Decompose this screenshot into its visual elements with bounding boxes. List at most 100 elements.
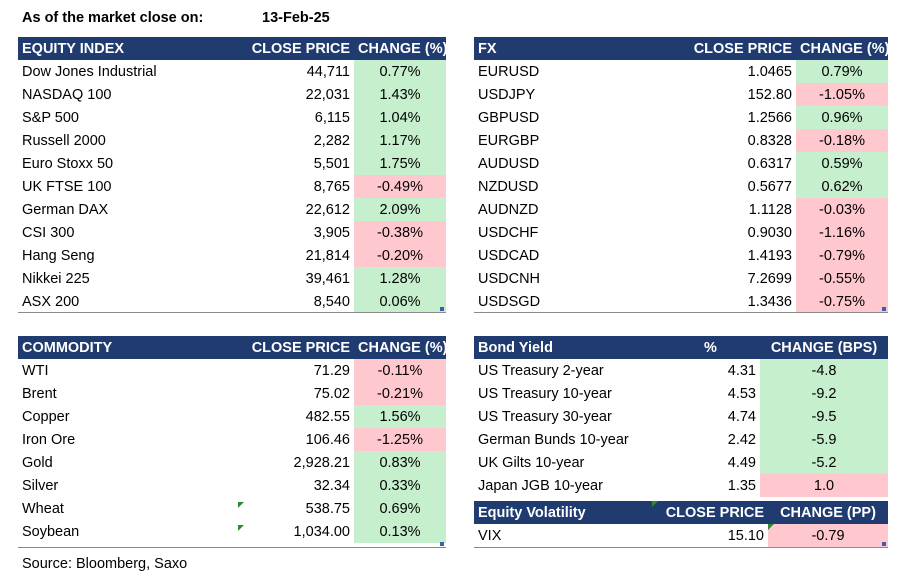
equity-change-cell: 1.04% <box>354 106 446 129</box>
commodity-name-cell: Gold <box>22 454 53 471</box>
table-row: German DAX 22,612 2.09% <box>18 198 446 221</box>
equity-change-cell: 2.09% <box>354 198 446 221</box>
fx-change-cell: -0.79% <box>796 244 888 267</box>
fx-change-cell: -0.75% <box>796 290 888 313</box>
bond-body: US Treasury 2-year 4.31 -4.8 US Treasury 10… <box>474 359 888 497</box>
table-row: UK FTSE 100 8,765 -0.49% <box>18 175 446 198</box>
commodity-change-cell: -0.11% <box>354 359 446 382</box>
equity-table: EQUITY INDEX CLOSE PRICE CHANGE (%) Dow … <box>18 37 446 313</box>
equity-change-cell: 1.75% <box>354 152 446 175</box>
volatility-col-change: CHANGE (PP) <box>768 501 888 524</box>
commodity-col-name: COMMODITY <box>18 336 236 359</box>
fx-close-cell: 1.1128 <box>748 201 792 218</box>
bond-name-cell: US Treasury 10-year <box>478 385 612 402</box>
bond-col-change: CHANGE (BPS) <box>760 336 888 359</box>
commodity-change-cell: 1.56% <box>354 405 446 428</box>
commodity-table: COMMODITY CLOSE PRICE CHANGE (%) WTI 71.2… <box>18 336 446 543</box>
bond-name-cell: US Treasury 30-year <box>478 408 612 425</box>
fx-name-cell: AUDNZD <box>478 201 539 218</box>
fx-col-close: CLOSE PRICE <box>678 37 796 60</box>
table-row: GBPUSD 1.2566 0.96% <box>474 106 888 129</box>
fx-col-change: CHANGE (%) <box>796 37 888 60</box>
as-of-label: As of the market close on: <box>22 10 204 26</box>
fx-change-cell: 0.59% <box>796 152 888 175</box>
equity-name-cell: Euro Stoxx 50 <box>22 155 114 172</box>
bond-change-cell: -9.5 <box>760 405 888 428</box>
bond-close-cell: 4.74 <box>727 408 756 425</box>
commodity-name-cell: Iron Ore <box>22 431 76 448</box>
equity-change-cell: 1.17% <box>354 129 446 152</box>
equity-body: Dow Jones Industrial 44,711 0.77% NASDAQ 10… <box>18 60 446 313</box>
bond-name-cell: German Bunds 10-year <box>478 431 629 448</box>
bond-change-cell: -9.2 <box>760 382 888 405</box>
equity-close-cell: 22,031 <box>305 86 350 103</box>
comment-marker-icon <box>768 524 774 530</box>
table-row: USDCAD 1.4193 -0.79% <box>474 244 888 267</box>
fx-name-cell: EURGBP <box>478 132 540 149</box>
fx-col-name: FX <box>474 37 678 60</box>
table-row: UK Gilts 10-year 4.49 -5.2 <box>474 451 888 474</box>
fx-name-cell: GBPUSD <box>478 109 540 126</box>
equity-name-cell: Russell 2000 <box>22 132 106 149</box>
comment-marker-icon <box>238 502 244 508</box>
fx-change-cell: -1.05% <box>796 83 888 106</box>
bond-name-cell: UK Gilts 10-year <box>478 454 585 471</box>
volatility-col-close: CLOSE PRICE <box>654 501 768 524</box>
table-row: EURGBP 0.8328 -0.18% <box>474 129 888 152</box>
commodity-name-cell: Brent <box>22 385 57 402</box>
volatility-close-cell: 15.10 <box>727 527 764 544</box>
commodity-close-cell: 106.46 <box>305 431 350 448</box>
volatility-col-name: Equity Volatility <box>474 501 654 524</box>
commodity-body: WTI 71.29 -0.11% Brent 75.02 -0.21% Copper 482.… <box>18 359 446 543</box>
commodity-name-cell: Silver <box>22 477 59 494</box>
bond-close-cell: 4.31 <box>727 362 756 379</box>
commodity-col-close: CLOSE PRICE <box>236 336 354 359</box>
table-row: USDCNH 7.2699 -0.55% <box>474 267 888 290</box>
cell-corner-icon <box>440 307 444 311</box>
commodity-change-cell: -0.21% <box>354 382 446 405</box>
fx-table: FX CLOSE PRICE CHANGE (%) EURUSD 1.0465 0.… <box>474 37 888 313</box>
equity-name-cell: S&P 500 <box>22 109 79 126</box>
fx-change-cell: -1.16% <box>796 221 888 244</box>
fx-name-cell: USDCNH <box>478 270 541 287</box>
volatility-change-cell: -0.79 <box>768 524 888 547</box>
commodity-close-cell: 1,034.00 <box>293 523 350 540</box>
table-row: Dow Jones Industrial 44,711 0.77% <box>18 60 446 83</box>
fx-change-cell: 0.62% <box>796 175 888 198</box>
table-row: VIX 15.10 -0.79 <box>474 524 888 547</box>
equity-name-cell: Nikkei 225 <box>22 270 90 287</box>
equity-col-name: EQUITY INDEX <box>18 37 236 60</box>
table-row: USDJPY 152.80 -1.05% <box>474 83 888 106</box>
equity-close-cell: 21,814 <box>305 247 350 264</box>
equity-change-cell: -0.20% <box>354 244 446 267</box>
bond-name-cell: Japan JGB 10-year <box>478 477 603 494</box>
bond-change-cell: -4.8 <box>760 359 888 382</box>
fx-close-cell: 1.4193 <box>747 247 792 264</box>
commodity-name-cell: WTI <box>22 362 49 379</box>
equity-change-cell: 1.43% <box>354 83 446 106</box>
commodity-col-change: CHANGE (%) <box>354 336 446 359</box>
table-row: US Treasury 2-year 4.31 -4.8 <box>474 359 888 382</box>
table-row: Copper 482.55 1.56% <box>18 405 446 428</box>
commodity-name-cell: Wheat <box>22 500 64 517</box>
commodity-close-cell: 32.34 <box>313 477 350 494</box>
table-row: US Treasury 10-year 4.53 -9.2 <box>474 382 888 405</box>
volatility-header-row: Equity Volatility CLOSE PRICE CHANGE (PP… <box>474 501 888 524</box>
table-row: Gold 2,928.21 0.83% <box>18 451 446 474</box>
fx-name-cell: USDJPY <box>478 86 536 103</box>
equity-name-cell: NASDAQ 100 <box>22 86 112 103</box>
equity-col-change: CHANGE (%) <box>354 37 446 60</box>
commodity-header-row: COMMODITY CLOSE PRICE CHANGE (%) <box>18 336 446 359</box>
table-row: AUDNZD 1.1128 -0.03% <box>474 198 888 221</box>
table-row: Silver 32.34 0.33% <box>18 474 446 497</box>
commodity-change-cell: 0.83% <box>354 451 446 474</box>
cell-corner-icon <box>440 542 444 546</box>
table-row: Japan JGB 10-year 1.35 1.0 <box>474 474 888 497</box>
fx-body: EURUSD 1.0465 0.79% USDJPY 152.80 -1.05% GBPUS… <box>474 60 888 313</box>
fx-close-cell: 0.5677 <box>747 178 792 195</box>
commodity-close-cell: 75.02 <box>313 385 350 402</box>
fx-name-cell: USDCHF <box>478 224 539 241</box>
bond-change-cell: -5.9 <box>760 428 888 451</box>
fx-name-cell: EURUSD <box>478 63 540 80</box>
table-row: Iron Ore 106.46 -1.25% <box>18 428 446 451</box>
